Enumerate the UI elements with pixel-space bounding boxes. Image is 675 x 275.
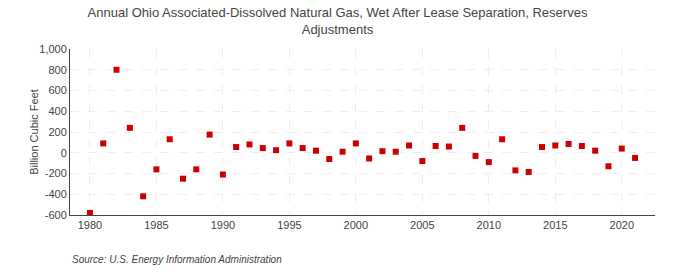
svg-text:600: 600 [48, 84, 66, 96]
svg-text:1995: 1995 [277, 219, 301, 231]
svg-text:1980: 1980 [78, 219, 102, 231]
svg-text:800: 800 [48, 64, 66, 76]
svg-text:200: 200 [48, 126, 66, 138]
svg-text:2000: 2000 [344, 219, 368, 231]
svg-text:Source: U.S. Energy Informatio: Source: U.S. Energy Information Administ… [72, 254, 282, 265]
svg-text:2020: 2020 [610, 219, 634, 231]
svg-text:-600: -600 [45, 209, 67, 221]
svg-text:-400: -400 [45, 188, 67, 200]
svg-text:1990: 1990 [211, 219, 235, 231]
svg-text:400: 400 [48, 105, 66, 117]
svg-text:-200: -200 [45, 167, 67, 179]
svg-text:1,000: 1,000 [39, 43, 67, 55]
svg-text:Billion Cubic Feet: Billion Cubic Feet [28, 89, 40, 175]
svg-text:Annual Ohio Associated-Dissolv: Annual Ohio Associated-Dissolved Natural… [88, 5, 588, 37]
svg-text:2015: 2015 [543, 219, 567, 231]
svg-text:1985: 1985 [144, 219, 168, 231]
svg-text:2010: 2010 [477, 219, 501, 231]
svg-text:2005: 2005 [410, 219, 434, 231]
svg-text:0: 0 [61, 147, 67, 159]
